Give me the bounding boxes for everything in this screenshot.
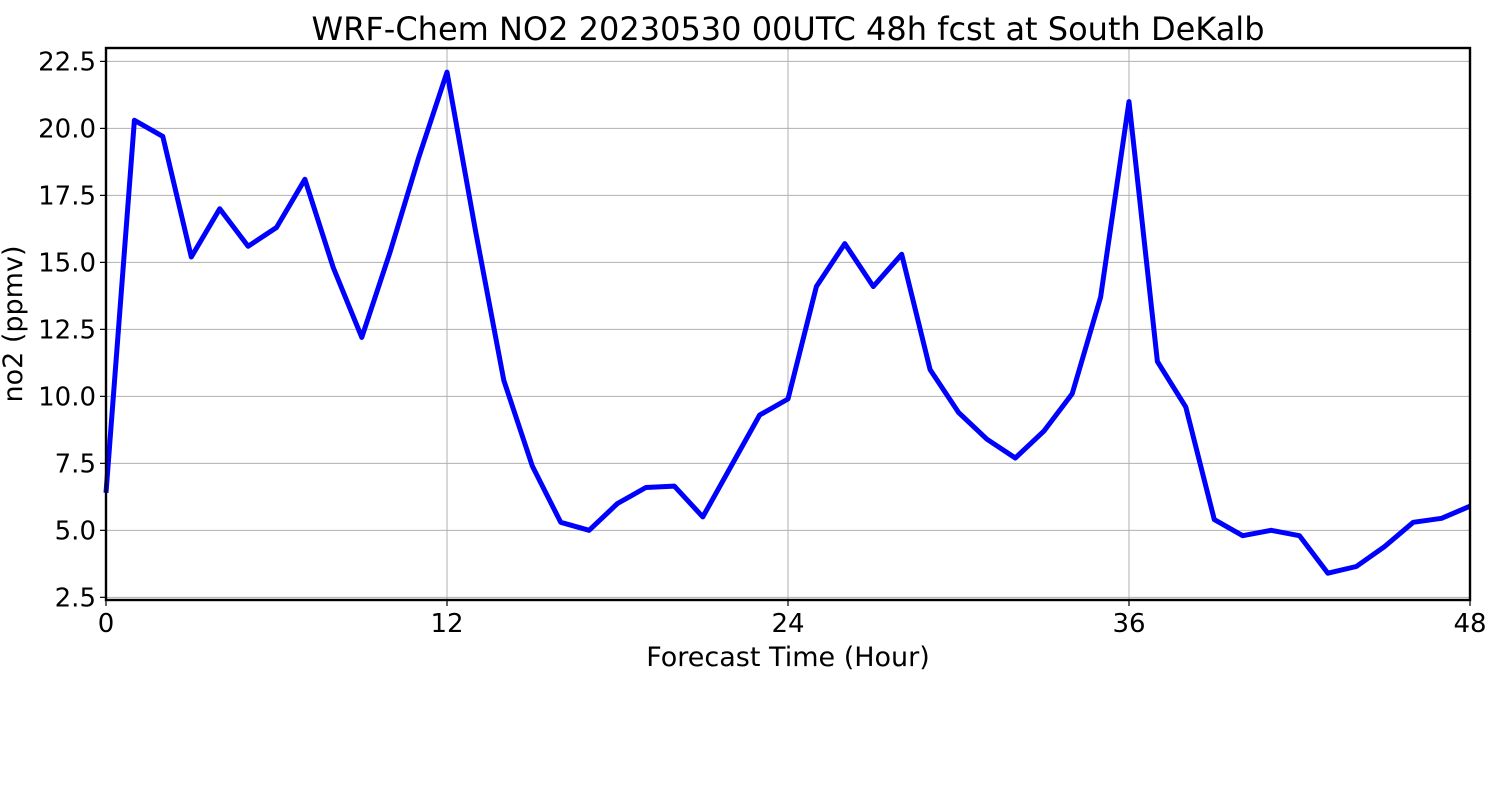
x-tick-label: 36	[1112, 609, 1145, 639]
x-tick-label: 24	[771, 609, 804, 639]
y-tick-label: 12.5	[38, 315, 96, 345]
y-tick-label: 7.5	[55, 449, 96, 479]
y-tick-label: 10.0	[38, 382, 96, 412]
tick-layer: 0 12 24 36 48 2.5 5.0 7.5 10.0 12.5 15.0 17.5 20.0 22…	[38, 47, 1486, 639]
x-tick-label: 48	[1453, 609, 1486, 639]
x-tick-label: 12	[430, 609, 463, 639]
x-axis-label: Forecast Time (Hour)	[646, 642, 930, 673]
y-tick-label: 20.0	[38, 114, 96, 144]
y-tick-label: 22.5	[38, 47, 96, 77]
y-axis-label: no2 (ppmv)	[0, 245, 29, 402]
x-tick-label: 0	[98, 609, 115, 639]
chart-title: WRF-Chem NO2 20230530 00UTC 48h fcst at …	[312, 10, 1265, 48]
no2-series-line	[103, 69, 1471, 576]
y-tick-label: 5.0	[55, 516, 96, 546]
grid-layer	[105, 48, 1471, 600]
y-tick-label: 2.5	[55, 583, 96, 613]
y-tick-label: 15.0	[38, 248, 96, 278]
y-tick-label: 17.5	[38, 181, 96, 211]
series-layer	[103, 69, 1471, 576]
